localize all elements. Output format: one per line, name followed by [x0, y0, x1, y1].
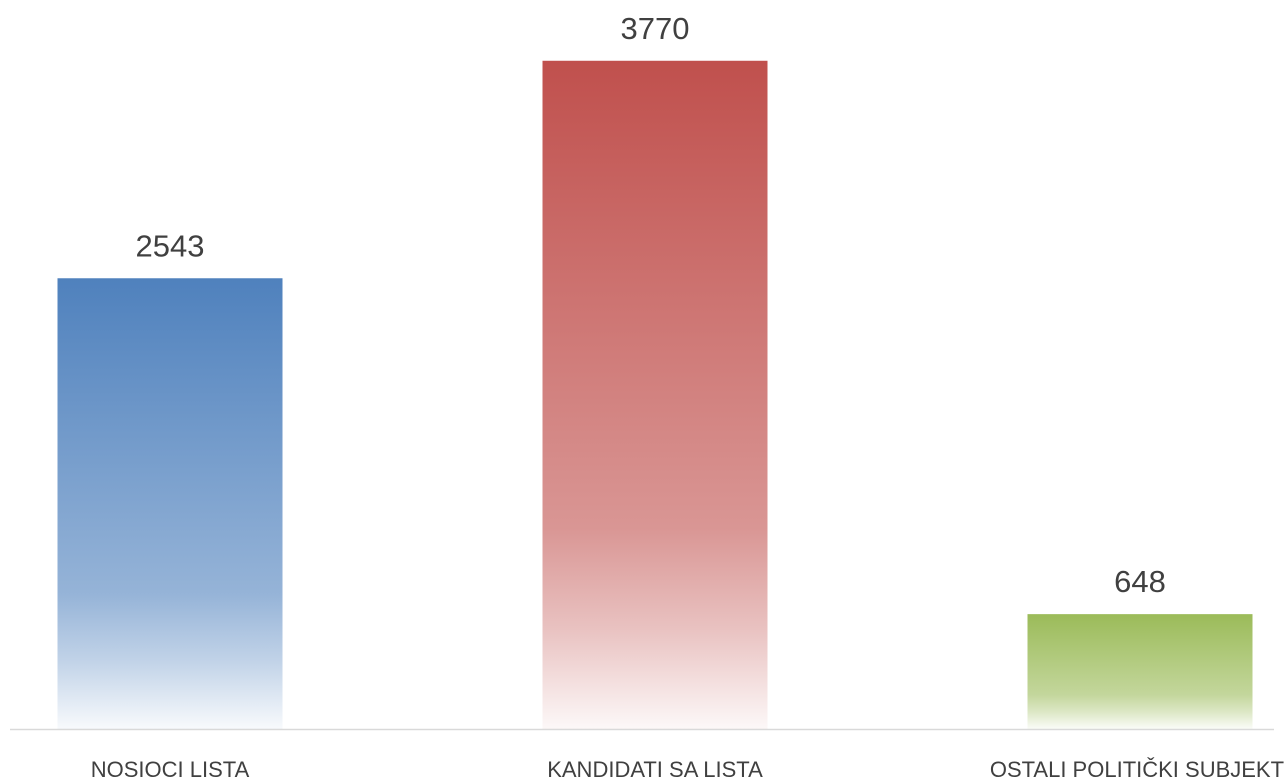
x-tick-label: NOSIOCI LISTA — [91, 757, 250, 781]
value-label: 3770 — [621, 11, 690, 46]
bar — [1027, 614, 1253, 729]
x-tick-label: KANDIDATI SA LISTA — [547, 757, 763, 781]
bar — [542, 60, 768, 729]
bar — [57, 278, 283, 729]
x-tick-label: OSTALI POLITIČKI SUBJEKTI — [990, 757, 1284, 781]
value-label: 2543 — [136, 228, 205, 263]
value-label: 648 — [1114, 564, 1166, 599]
